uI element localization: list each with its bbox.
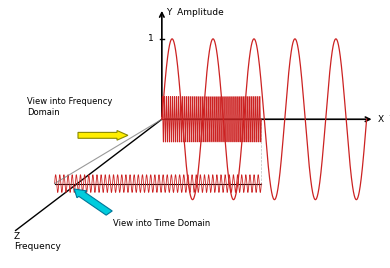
FancyArrow shape <box>78 131 128 140</box>
Text: Z
Frequency: Z Frequency <box>14 232 60 251</box>
Text: X  Time: X Time <box>378 115 390 124</box>
Text: 1: 1 <box>148 34 154 43</box>
Text: View into Frequency
Domain: View into Frequency Domain <box>27 97 113 117</box>
Text: Y  Amplitude: Y Amplitude <box>166 8 223 17</box>
FancyArrow shape <box>74 189 112 215</box>
Text: View into Time Domain: View into Time Domain <box>113 219 210 228</box>
